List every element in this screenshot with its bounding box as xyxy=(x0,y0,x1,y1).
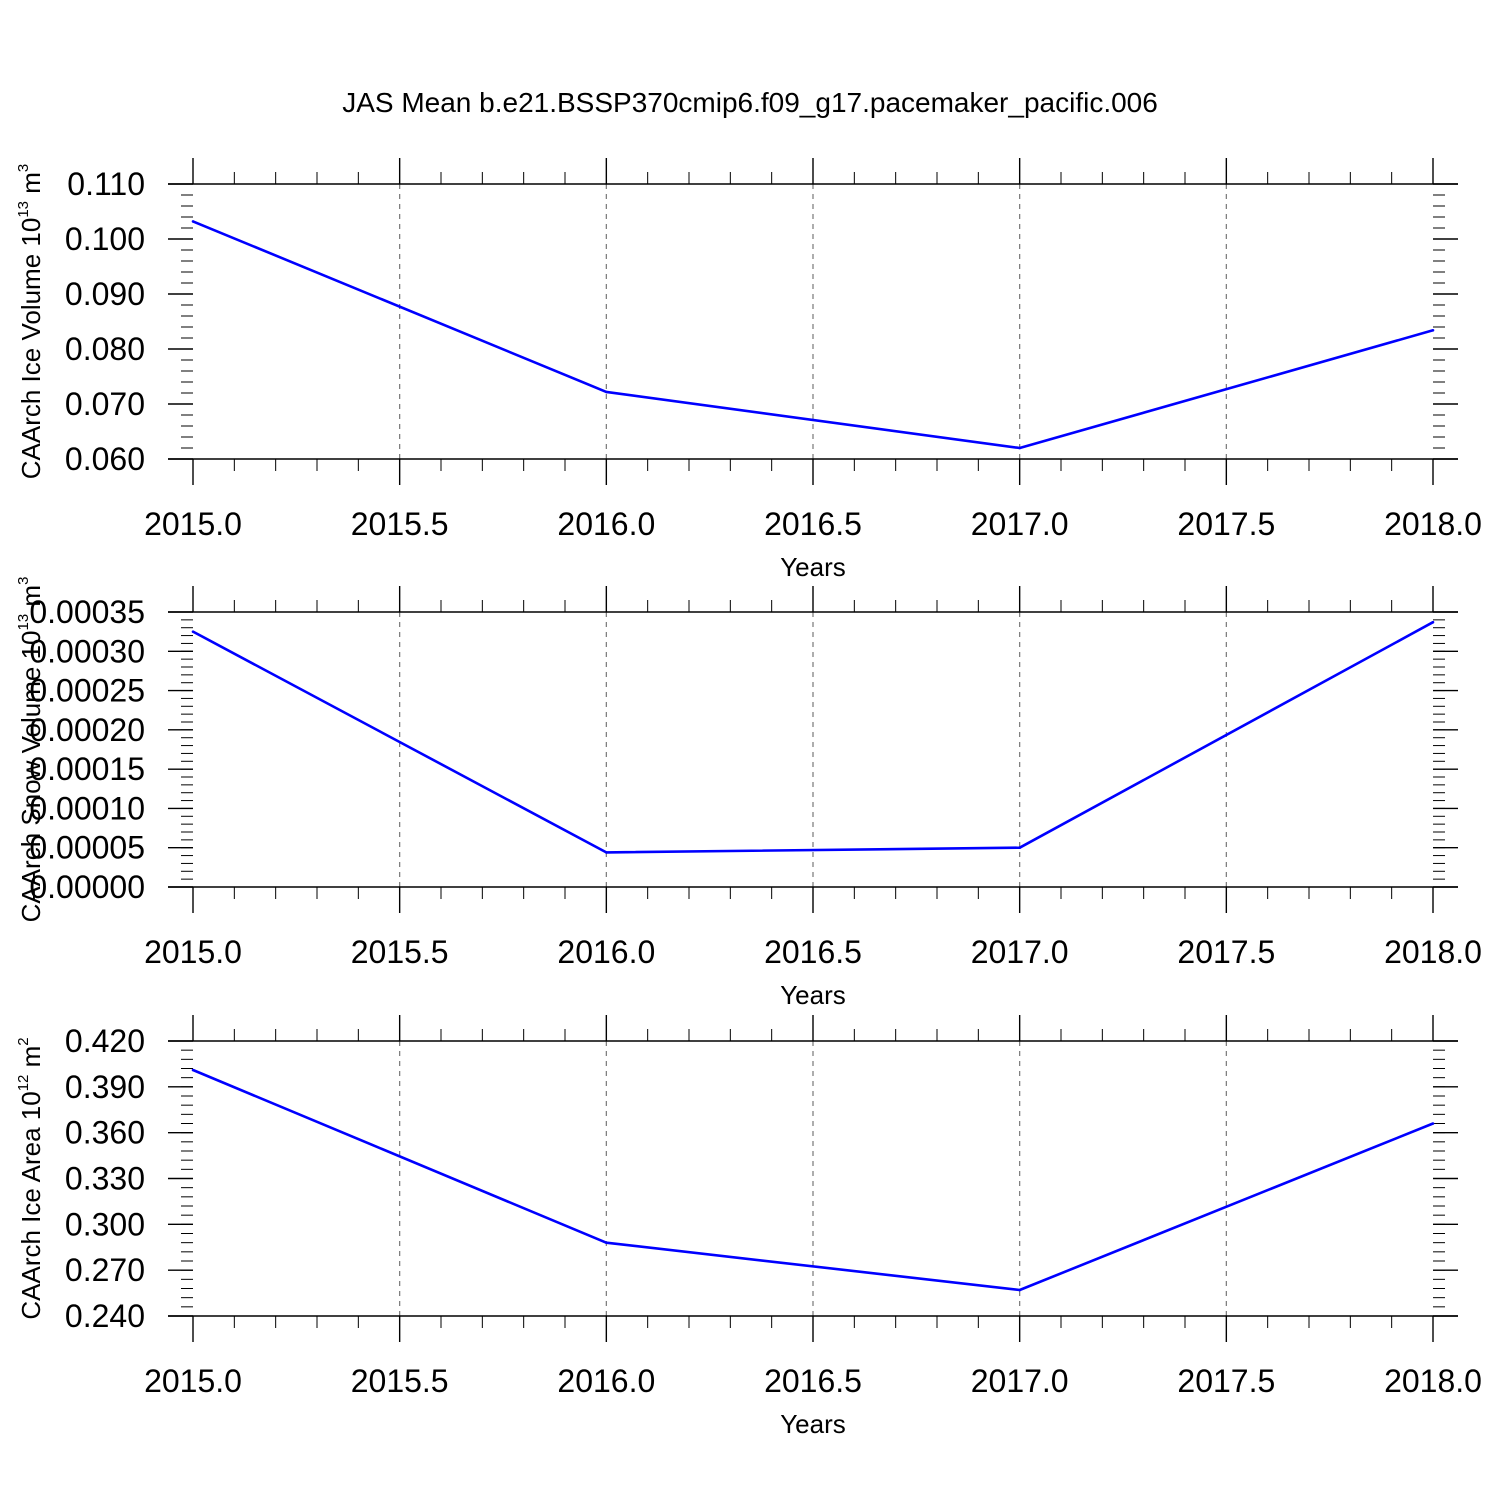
data-point xyxy=(191,630,195,633)
x-tick-label: 2015.0 xyxy=(144,1363,242,1399)
data-point xyxy=(1018,846,1021,850)
chart-panels: 0.060 0.070 0.080 0.090 0.100 0.110 2015.0 2015… xyxy=(15,158,1482,1439)
data-point xyxy=(605,851,608,854)
y-tick-label: 0.070 xyxy=(65,386,145,422)
x-tick-label: 2015.0 xyxy=(144,934,242,970)
x-axis-label: Years xyxy=(780,980,846,1010)
data-point xyxy=(191,220,195,223)
y-tick-label: 0.00005 xyxy=(29,830,145,866)
chart-panel-2: 0.000000.000050.000100.000150.000200.000… xyxy=(15,577,1482,1010)
x-tick-label: 2017.5 xyxy=(1177,1363,1275,1399)
data-point xyxy=(191,1068,195,1072)
y-tick-label: 0.00020 xyxy=(29,712,145,748)
x-axis-label: Years xyxy=(780,552,846,582)
data-point xyxy=(1431,620,1435,624)
y-tick-label: 0.00035 xyxy=(29,594,145,630)
x-tick-label: 2018.0 xyxy=(1384,934,1482,970)
y-tick-label: 0.420 xyxy=(65,1023,145,1059)
x-tick-label: 2016.5 xyxy=(764,1363,862,1399)
y-tick-label: 0.00025 xyxy=(29,673,145,709)
y-axis-label: CAArch Ice Area 1012 m2 xyxy=(15,1037,46,1319)
x-tick-label: 2017.5 xyxy=(1177,506,1275,542)
x-tick-label: 2017.0 xyxy=(971,506,1069,542)
x-tick-label: 2017.0 xyxy=(971,1363,1069,1399)
x-tick-label: 2016.0 xyxy=(557,934,655,970)
y-tick-label: 0.080 xyxy=(65,331,145,367)
x-tick-label: 2015.5 xyxy=(351,1363,449,1399)
y-tick-label: 0.00030 xyxy=(29,633,145,669)
x-tick-label: 2016.0 xyxy=(557,1363,655,1399)
x-tick-label: 2017.5 xyxy=(1177,934,1275,970)
y-axis-label: CAArch Ice Volume 1013 m3 xyxy=(15,164,46,480)
chart-panel-3: 0.240 0.270 0.300 0.330 0.360 0.390 0.420 2015.… xyxy=(15,1015,1482,1439)
series-line xyxy=(192,1068,1434,1292)
data-point xyxy=(605,1241,608,1244)
data-point xyxy=(1431,329,1435,332)
x-tick-label: 2016.5 xyxy=(764,934,862,970)
x-tick-label: 2017.0 xyxy=(971,934,1069,970)
x-axis-label: Years xyxy=(780,1409,846,1439)
y-tick-label: 0.110 xyxy=(67,166,145,202)
y-tick-label: 0.090 xyxy=(65,276,145,312)
y-tick-label: 0.360 xyxy=(65,1115,145,1151)
y-tick-label: 0.330 xyxy=(65,1161,145,1197)
chart-panel-1: 0.060 0.070 0.080 0.090 0.100 0.110 2015.0 2015… xyxy=(15,158,1482,582)
y-tick-label: 0.390 xyxy=(65,1069,145,1105)
figure-title: JAS Mean b.e21.BSSP370cmip6.f09_g17.pace… xyxy=(342,87,1158,118)
y-tick-label: 0.300 xyxy=(65,1206,145,1242)
data-point xyxy=(1431,1122,1435,1125)
x-tick-label: 2015.5 xyxy=(351,934,449,970)
y-tick-label: 0.060 xyxy=(65,441,145,477)
x-tick-label: 2016.5 xyxy=(764,506,862,542)
y-tick-label: 0.100 xyxy=(65,221,145,257)
y-tick-label: 0.00015 xyxy=(29,751,145,787)
x-tick-label: 2015.0 xyxy=(144,506,242,542)
y-tick-label: 0.270 xyxy=(65,1252,145,1288)
data-point xyxy=(1018,446,1021,450)
data-point xyxy=(1018,1288,1021,1292)
x-tick-label: 2015.5 xyxy=(351,506,449,542)
y-tick-label: 0.00010 xyxy=(29,790,145,826)
series-line xyxy=(192,621,1434,854)
data-point xyxy=(605,390,608,394)
y-tick-label: 0.00000 xyxy=(29,869,145,905)
series-line xyxy=(192,220,1434,450)
x-tick-label: 2018.0 xyxy=(1384,506,1482,542)
y-tick-label: 0.240 xyxy=(65,1298,145,1334)
y-axis-label: CAArch Snow Volume 1013 m3 xyxy=(15,577,46,923)
x-tick-label: 2018.0 xyxy=(1384,1363,1482,1399)
x-tick-label: 2016.0 xyxy=(557,506,655,542)
